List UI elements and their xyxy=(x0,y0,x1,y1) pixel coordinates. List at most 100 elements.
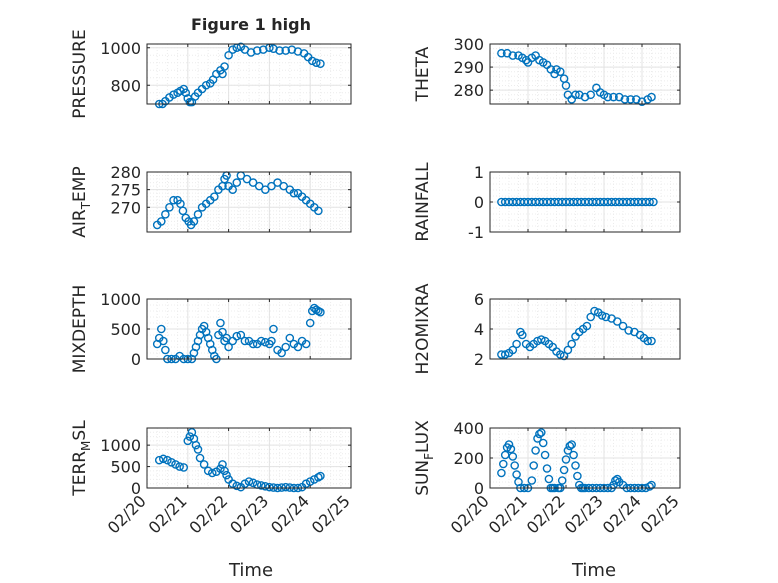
x-tick-label: 02/21 xyxy=(485,491,531,537)
y-axis-label: TERRMSL xyxy=(70,420,93,497)
data-point xyxy=(301,339,311,349)
data-point xyxy=(535,429,544,439)
y-tick-label: 0 xyxy=(474,479,484,498)
data-point xyxy=(647,336,656,346)
data-point xyxy=(248,478,258,488)
data-point xyxy=(216,464,225,474)
data-point xyxy=(586,90,596,100)
y-axis-label: SUNFLUX xyxy=(413,420,436,496)
data-point xyxy=(557,476,567,485)
data-point xyxy=(512,339,521,349)
data-point xyxy=(316,59,325,68)
data-point xyxy=(165,202,174,212)
data-point xyxy=(647,480,656,490)
y-tick-label: 0 xyxy=(474,193,484,212)
data-point xyxy=(559,465,569,475)
data-point xyxy=(193,210,203,219)
data-point xyxy=(159,336,168,346)
y-tick-label: 300 xyxy=(453,35,484,54)
data-point xyxy=(281,342,291,352)
data-point xyxy=(185,432,195,441)
data-point xyxy=(497,468,506,478)
data-point xyxy=(222,470,231,480)
data-point xyxy=(156,324,166,334)
y-tick-label: 800 xyxy=(110,76,141,95)
data-point xyxy=(649,197,658,207)
data-point xyxy=(643,336,653,346)
data-point xyxy=(265,482,274,492)
data-point xyxy=(195,453,205,463)
data-point xyxy=(191,440,201,450)
y-tick-label: 280 xyxy=(110,163,141,182)
data-point xyxy=(293,342,303,352)
subplot-6: 2 4 6 H2OMIXRA xyxy=(413,283,681,375)
data-point xyxy=(611,476,620,485)
data-point xyxy=(220,62,229,71)
data-point xyxy=(232,481,242,491)
figure-title: Figure 1 high xyxy=(191,15,311,34)
data-point xyxy=(171,460,180,469)
data-point xyxy=(538,438,548,448)
data-point xyxy=(531,446,540,455)
subplot-5: 0 500 1000 MIXDEPTH xyxy=(70,285,352,373)
data-point xyxy=(156,217,166,226)
y-tick-label: 0 xyxy=(131,479,141,498)
data-point xyxy=(203,466,213,476)
data-point xyxy=(620,95,630,104)
data-point xyxy=(508,51,518,60)
y-tick-label: 1000 xyxy=(100,39,141,58)
data-point xyxy=(316,471,325,481)
data-point xyxy=(289,188,299,198)
y-axis-label: H2OMIXRA xyxy=(413,283,433,374)
y-axis-label: AIRTEMP xyxy=(70,166,93,237)
data-point xyxy=(267,181,276,191)
data-point xyxy=(613,317,622,326)
data-point xyxy=(569,450,578,460)
data-point xyxy=(201,80,211,90)
x-tick-label: 02/22 xyxy=(523,491,569,537)
data-point xyxy=(199,460,209,469)
data-point xyxy=(261,337,270,347)
data-point xyxy=(571,461,580,470)
data-point xyxy=(256,481,266,490)
axes-box xyxy=(146,427,352,489)
data-point xyxy=(314,206,323,216)
y-tick-label: 2 xyxy=(474,350,484,369)
data-point xyxy=(193,445,203,454)
x-tick-label: 02/21 xyxy=(145,491,191,537)
data-point xyxy=(236,330,246,340)
y-tick-label: 1 xyxy=(474,163,484,182)
data-point xyxy=(273,178,282,187)
axes-box xyxy=(146,43,352,105)
subplot-2: 280 290 300 THETA xyxy=(413,35,681,106)
data-point xyxy=(498,459,508,469)
data-point xyxy=(240,336,250,346)
y-tick-label: 200 xyxy=(453,449,484,468)
data-point xyxy=(224,50,233,60)
subplot-4: -1 0 1 RAINFALL xyxy=(413,162,681,242)
x-tick-label: 02/22 xyxy=(185,491,231,537)
data-point xyxy=(556,350,565,359)
y-tick-label: 270 xyxy=(110,198,141,217)
data-point xyxy=(603,92,613,102)
data-point xyxy=(559,351,569,361)
data-point xyxy=(537,428,546,437)
data-point xyxy=(497,48,506,58)
data-point xyxy=(261,185,270,194)
data-point xyxy=(228,185,237,194)
data-point xyxy=(169,90,178,99)
data-point xyxy=(626,95,635,104)
data-point xyxy=(508,452,518,461)
data-point xyxy=(561,81,571,90)
data-point xyxy=(645,482,654,491)
data-point xyxy=(232,331,242,341)
data-point xyxy=(178,206,188,216)
data-point xyxy=(305,318,315,328)
y-tick-label: 280 xyxy=(453,81,484,100)
data-point xyxy=(240,479,250,489)
data-point xyxy=(218,69,227,79)
data-point xyxy=(244,477,254,486)
